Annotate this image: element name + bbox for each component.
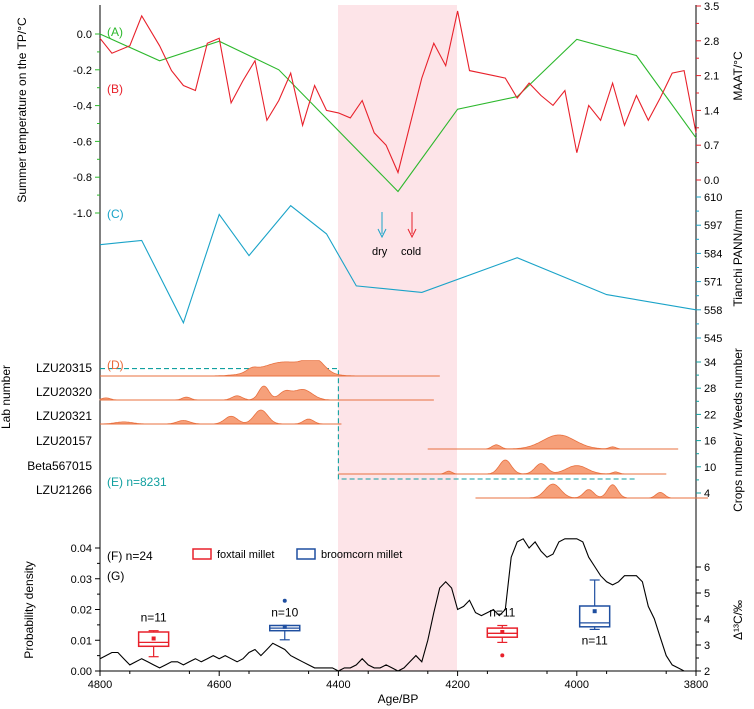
g-y-tick-label: 5 (704, 588, 710, 600)
b-y-tick-label: 1.4 (704, 105, 719, 117)
ylabel-g: Δ¹³C/‰ (731, 600, 745, 640)
box-body (578, 605, 611, 628)
box-plots (137, 579, 611, 658)
panel-b-label: (B) (107, 82, 123, 96)
g-y-tick-label: 3 (704, 640, 710, 652)
e-y-tick-label: 16 (704, 436, 716, 448)
panel-e-label: (E) n=8231 (107, 475, 167, 489)
a-y-tick-label: -0.2 (73, 65, 92, 77)
panel-c-label: (C) (107, 207, 124, 221)
box-mean-marker (151, 636, 156, 641)
g-y-tick-label: 2 (704, 666, 710, 678)
legend-broomcorn: broomcorn millet (321, 549, 402, 561)
x-tick-label: 4400 (326, 679, 350, 691)
lab-number-label: LZU21266 (36, 483, 92, 497)
x-tick-label: 3800 (684, 679, 708, 691)
ylabel-d: Lab number (0, 365, 13, 429)
x-tick-label: 4800 (88, 679, 112, 691)
axes (95, 5, 701, 676)
lab-number-label: LZU20320 (36, 385, 92, 399)
series-c-line (99, 204, 697, 325)
ylabel-f: Probability density (22, 561, 36, 658)
f-y-tick-label: 0.01 (71, 635, 92, 647)
c-y-tick-label: 545 (704, 333, 722, 345)
cold-arrow (407, 212, 417, 239)
box-n-label: n=10 (271, 606, 298, 620)
legend: foxtail millet broomcorn millet (192, 548, 402, 561)
b-y-tick-label: 2.1 (704, 71, 719, 83)
e-y-tick-label: 10 (704, 462, 716, 474)
ylabel-c: Tianchi PANN/mm (731, 209, 745, 306)
series-f-line (99, 538, 696, 672)
x-tick-label: 4200 (445, 679, 469, 691)
box-mean-marker (500, 630, 505, 634)
f-y-tick-label: 0.04 (71, 543, 92, 555)
f-y-tick-label: 0.03 (71, 574, 92, 586)
box-outlier (282, 598, 287, 603)
c-y-tick-label: 571 (704, 277, 722, 289)
e-y-tick-label: 34 (704, 357, 716, 369)
panel-g-label: (G) (107, 569, 124, 583)
age-distribution (99, 409, 342, 425)
b-y-tick-label: 2.8 (704, 36, 719, 48)
box-mean-marker (282, 624, 287, 629)
series-e-line (100, 368, 637, 480)
e-y-tick-label: 4 (704, 488, 710, 500)
x-tick-label: 4000 (565, 679, 589, 691)
box-mean-marker (592, 609, 597, 614)
panel-d-label: (D) (107, 358, 124, 372)
box-n-label: n=11 (141, 611, 167, 625)
cold-label: cold (401, 246, 421, 258)
x-tick-label: 4600 (207, 679, 231, 691)
b-y-tick-label: 0.0 (704, 175, 719, 187)
series-b-line (99, 10, 697, 175)
a-y-tick-label: -1.0 (73, 208, 92, 220)
dry-label: dry (372, 246, 388, 258)
g-y-tick-label: 6 (704, 562, 710, 574)
panel-a-label: (A) (107, 25, 123, 39)
panel-f-label: (F) n=24 (107, 549, 153, 563)
lab-number-label: Beta567015 (27, 459, 92, 473)
f-y-tick-label: 0.02 (71, 605, 92, 617)
age-distribution (427, 434, 679, 450)
x-axis-label: Age/BP (378, 692, 419, 706)
ylabel-b: MAAT/°C (731, 51, 745, 101)
c-y-tick-label: 610 (704, 192, 722, 204)
series (99, 10, 697, 672)
tick-labels: 4800 4600 4400 4200 4000 3800 0.0 -0.2 -0.4 -0.6 -… (27, 1, 722, 691)
series-a-line (99, 33, 697, 193)
age-distributions (99, 360, 708, 499)
e-y-tick-label: 28 (704, 383, 716, 395)
ylabel-a: Summer temperature on the TP/°C (15, 17, 29, 203)
e-y-tick-label: 22 (704, 409, 716, 421)
a-y-tick-label: 0.0 (77, 29, 92, 41)
box-outlier (500, 653, 505, 658)
a-y-tick-label: -0.4 (73, 101, 92, 113)
lab-number-label: LZU20321 (36, 409, 92, 423)
b-y-tick-label: 0.7 (704, 140, 719, 152)
highlight-band (338, 5, 457, 671)
legend-foxtail: foxtail millet (217, 549, 274, 561)
c-y-tick-label: 597 (704, 220, 722, 232)
g-y-tick-label: 4 (704, 614, 710, 626)
f-y-tick-label: 0.00 (71, 666, 92, 678)
lab-number-label: LZU20315 (36, 361, 92, 375)
ylabel-e: Crops number/ Weeds number (731, 348, 745, 512)
box-n-label: n=11 (582, 633, 608, 647)
dry-arrow (377, 212, 387, 239)
age-distribution (475, 483, 708, 499)
c-y-tick-label: 584 (704, 248, 722, 260)
lab-number-label: LZU20157 (36, 434, 92, 448)
b-y-tick-label: 3.5 (704, 1, 719, 13)
c-y-tick-label: 558 (704, 305, 722, 317)
a-y-tick-label: -0.8 (73, 172, 92, 184)
a-y-tick-label: -0.6 (73, 136, 92, 148)
